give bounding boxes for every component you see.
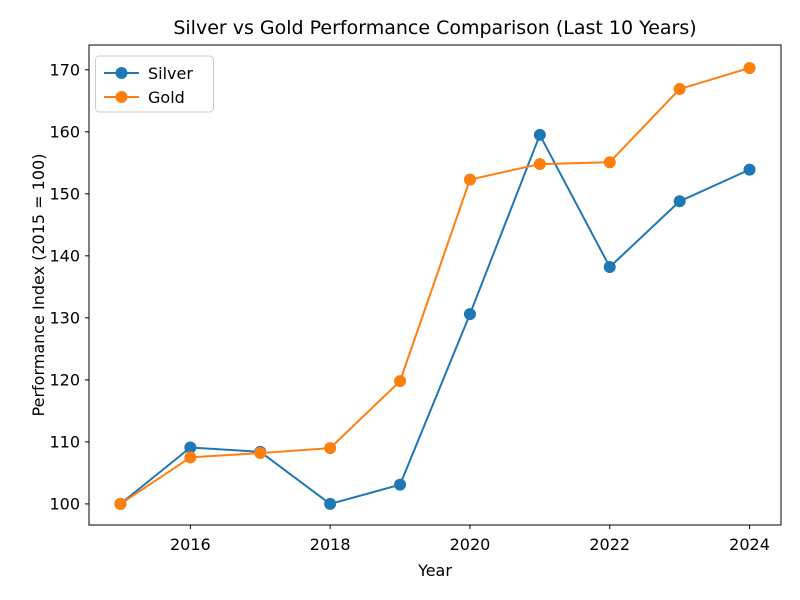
data-point-gold-2022 (603, 156, 616, 169)
series-gold (114, 61, 756, 510)
legend-label-gold: Gold (148, 88, 185, 107)
legend: Silver Gold (95, 55, 214, 113)
x-tick-label: 2024 (729, 535, 770, 554)
x-tick-label: 2018 (310, 535, 351, 554)
y-axis-label: Performance Index (2015 = 100) (29, 154, 48, 417)
x-tick-label: 2022 (589, 535, 630, 554)
data-point-silver-2018 (324, 497, 337, 510)
data-point-gold-2020 (463, 173, 476, 186)
data-point-gold-2017 (254, 447, 267, 460)
legend-marker-silver (115, 67, 128, 79)
data-point-silver-2022 (603, 261, 616, 274)
legend-marker-gold (115, 91, 128, 103)
data-point-gold-2021 (533, 158, 546, 171)
x-tick-label: 2020 (450, 535, 491, 554)
y-tick-label: 130 (49, 308, 80, 327)
x-tick-label: 2016 (170, 535, 211, 554)
y-tick-label: 170 (49, 60, 80, 79)
data-point-silver-2016 (184, 441, 197, 454)
y-tick-label: 160 (49, 122, 80, 141)
series-lines (114, 61, 756, 510)
y-axis-ticks: 100 110 120 130 140 150 160 170 (49, 60, 89, 513)
chart-title: Silver vs Gold Performance Comparison (L… (173, 17, 696, 39)
x-axis-label: Year (417, 561, 452, 580)
y-tick-label: 140 (49, 246, 80, 265)
y-tick-label: 150 (49, 184, 80, 203)
y-tick-label: 100 (49, 494, 80, 513)
data-point-silver-2020 (463, 308, 476, 321)
data-point-gold-2015 (114, 497, 127, 510)
data-point-silver-2019 (394, 478, 407, 491)
data-point-silver-2024 (743, 163, 756, 176)
data-point-silver-2021 (533, 128, 546, 141)
data-point-gold-2018 (324, 442, 337, 455)
data-point-gold-2019 (394, 375, 407, 388)
y-tick-label: 120 (49, 370, 80, 389)
data-point-gold-2024 (743, 61, 756, 74)
data-point-silver-2023 (673, 195, 686, 208)
x-axis-ticks: 2016 2018 2020 2022 2024 (170, 525, 770, 554)
plot-area (88, 44, 782, 526)
series-line-silver (119, 133, 751, 505)
y-tick-label: 110 (49, 432, 80, 451)
data-point-gold-2023 (673, 83, 686, 96)
legend-label-silver: Silver (148, 64, 193, 83)
series-line-gold (119, 66, 751, 505)
data-point-gold-2016 (184, 451, 197, 464)
